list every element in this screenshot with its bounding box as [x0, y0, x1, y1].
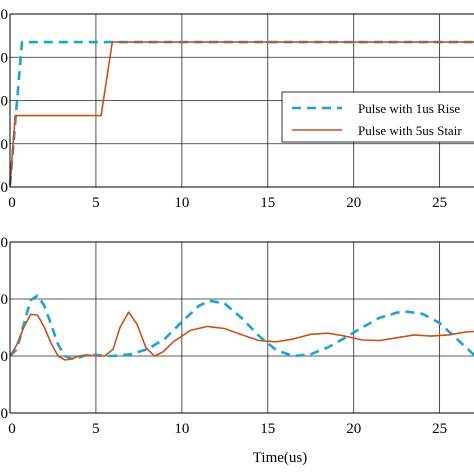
- top-y-tick-label: 0: [1, 94, 9, 110]
- top-series-line-2: [9, 41, 474, 188]
- top-y-tick-label: 0: [1, 7, 9, 23]
- bottom-x-tick-label: 25: [432, 421, 447, 437]
- top-y-tick-label: 0: [1, 137, 9, 153]
- top-x-tick-label: 10: [174, 195, 189, 211]
- bottom-x-tick-labels: 0 5 10 15 20 25: [8, 421, 447, 437]
- bottom-y-tick-label: 0: [1, 235, 9, 251]
- legend-label-2: Pulse with 5us Stair: [358, 123, 462, 138]
- bottom-y-tick-label: 0: [1, 292, 9, 308]
- bottom-y-tick-label: 0: [1, 406, 9, 422]
- bottom-plot-area: [10, 242, 474, 413]
- top-x-tick-label: 25: [432, 195, 447, 211]
- bottom-x-tick-label: 15: [260, 421, 275, 437]
- bottom-x-tick-label: 10: [174, 421, 189, 437]
- legend-box: [281, 91, 474, 143]
- bottom-series-line-1: [9, 294, 474, 361]
- top-x-tick-labels: 0 5 10 15 20 25: [8, 195, 447, 211]
- bottom-x-tick-label: 0: [8, 421, 16, 437]
- top-frame: [9, 13, 474, 188]
- bottom-x-tick-label: 20: [346, 421, 361, 437]
- legend: Pulse with 1us Rise Pulse with 5us Stair: [281, 91, 474, 143]
- top-series: [8, 40, 474, 188]
- top-y-tick-labels: 0 0 0 0 0: [1, 7, 9, 196]
- top-y-tick-label: 0: [1, 180, 9, 196]
- top-x-tick-label: 5: [92, 195, 100, 211]
- bottom-series: [9, 294, 474, 361]
- top-x-tick-label: 15: [260, 195, 275, 211]
- top-x-tick-label: 0: [8, 195, 16, 211]
- x-axis-label: Time(us): [253, 450, 307, 466]
- bottom-y-tick-label: 0: [1, 349, 9, 365]
- top-y-tick-label: 0: [1, 50, 9, 66]
- bottom-y-tick-labels: 0 0 0 0: [1, 235, 9, 422]
- top-x-tick-label: 20: [346, 195, 361, 211]
- legend-label-1: Pulse with 1us Rise: [358, 101, 460, 116]
- bottom-frame: [9, 241, 474, 414]
- bottom-x-tick-label: 5: [92, 421, 100, 437]
- bottom-series-line-2: [9, 311, 474, 361]
